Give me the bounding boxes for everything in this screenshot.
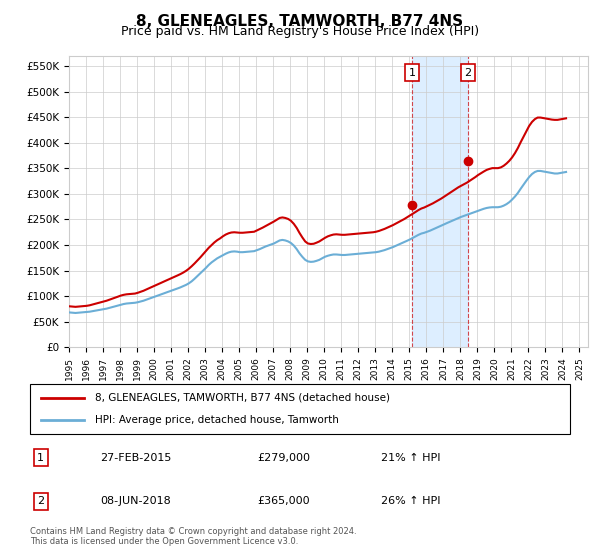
Text: Price paid vs. HM Land Registry's House Price Index (HPI): Price paid vs. HM Land Registry's House … [121,25,479,38]
Text: 21% ↑ HPI: 21% ↑ HPI [381,453,440,463]
Text: 1: 1 [37,453,44,463]
Text: 8, GLENEAGLES, TAMWORTH, B77 4NS: 8, GLENEAGLES, TAMWORTH, B77 4NS [136,14,464,29]
Text: 2: 2 [464,68,472,78]
Bar [412,56,468,347]
Text: 08-JUN-2018: 08-JUN-2018 [100,497,171,506]
Text: 27-FEB-2015: 27-FEB-2015 [100,453,172,463]
Text: £365,000: £365,000 [257,497,310,506]
Text: 26% ↑ HPI: 26% ↑ HPI [381,497,440,506]
Text: £279,000: £279,000 [257,453,310,463]
Text: 1: 1 [409,68,415,78]
Text: Contains HM Land Registry data © Crown copyright and database right 2024.
This d: Contains HM Land Registry data © Crown c… [30,526,356,546]
Text: 8, GLENEAGLES, TAMWORTH, B77 4NS (detached house): 8, GLENEAGLES, TAMWORTH, B77 4NS (detach… [95,393,390,403]
FancyBboxPatch shape [30,384,570,434]
Text: 2: 2 [37,497,44,506]
Text: HPI: Average price, detached house, Tamworth: HPI: Average price, detached house, Tamw… [95,415,338,425]
